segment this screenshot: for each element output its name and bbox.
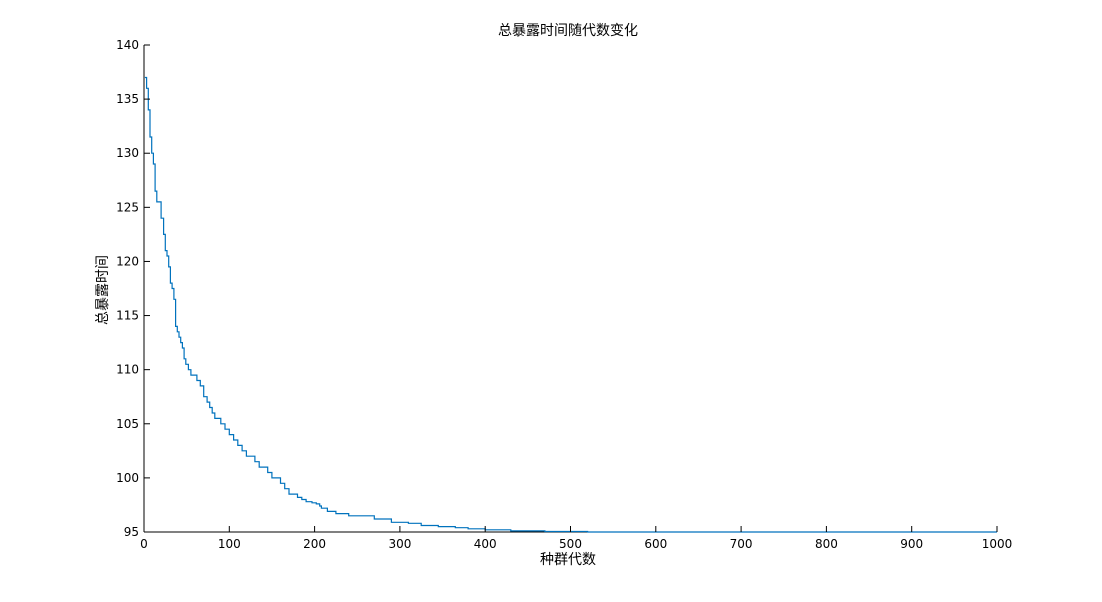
y-axis-ticks: 95 100 105 110 115 120 125 130 135 140 <box>116 38 150 539</box>
x-tick-label: 700 <box>730 537 753 551</box>
x-tick-label: 900 <box>900 537 923 551</box>
y-tick-label: 140 <box>116 38 139 52</box>
x-tick-label: 400 <box>474 537 497 551</box>
x-axis-ticks: 0 100 200 300 400 500 600 700 800 900 1000 <box>140 526 1012 551</box>
x-tick-label: 500 <box>559 537 582 551</box>
y-tick-label: 130 <box>116 146 139 160</box>
y-tick-label: 110 <box>116 363 139 377</box>
y-tick-label: 115 <box>116 309 139 323</box>
y-tick-label: 125 <box>116 200 139 214</box>
series-line-1 <box>144 76 997 533</box>
chart-title: 总暴露时间随代数变化 <box>498 23 638 39</box>
x-tick-label: 600 <box>644 537 667 551</box>
x-tick-label: 1000 <box>982 537 1013 551</box>
plot-area <box>143 45 997 533</box>
x-tick-label: 200 <box>303 537 326 551</box>
y-tick-label: 105 <box>116 417 139 431</box>
y-tick-label: 100 <box>116 471 139 485</box>
x-axis-label: 种群代数 <box>540 552 596 568</box>
x-tick-label: 0 <box>140 537 148 551</box>
x-tick-label: 300 <box>388 537 411 551</box>
y-tick-label: 120 <box>116 254 139 268</box>
y-axis-label: 总暴露时间 <box>95 255 111 325</box>
x-tick-label: 100 <box>218 537 241 551</box>
x-tick-label: 800 <box>815 537 838 551</box>
y-tick-label: 135 <box>116 92 139 106</box>
y-tick-label: 95 <box>124 525 139 539</box>
